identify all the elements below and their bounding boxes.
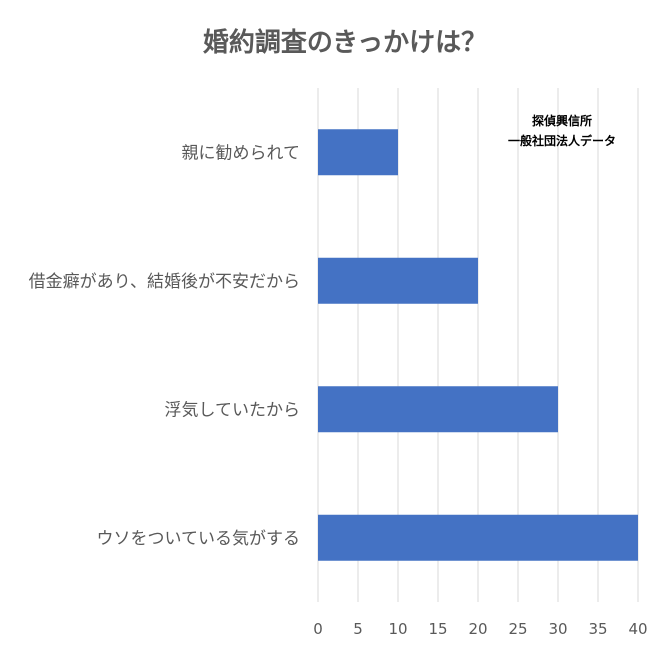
category-labels: 親に勧められて借金癖があり、結婚後が不安だから浮気していたからウソをついている気… bbox=[29, 143, 300, 549]
x-tick-label-35: 35 bbox=[588, 620, 607, 638]
x-tick-label-40: 40 bbox=[628, 620, 647, 638]
bar-2 bbox=[318, 257, 478, 304]
chart-title: 婚約調査のきっかけは？ bbox=[203, 27, 487, 58]
bar-1 bbox=[318, 129, 398, 176]
category-label-4: ウソをついている気がする bbox=[97, 529, 301, 549]
x-tick-label-20: 20 bbox=[468, 620, 487, 638]
source-annotation-line-1: 探偵興信所 bbox=[532, 113, 592, 128]
category-label-1: 親に勧められて bbox=[182, 143, 301, 163]
x-axis-tick-labels: 0 5 10 15 20 25 30 35 40 bbox=[313, 620, 647, 638]
x-tick-label-30: 30 bbox=[548, 620, 567, 638]
bar-4 bbox=[318, 514, 638, 561]
category-label-2: 借金癖があり、結婚後が不安だから bbox=[29, 272, 300, 292]
bars bbox=[318, 129, 638, 561]
source-annotation-line-2: 一般社団法人データ bbox=[508, 133, 616, 148]
x-tick-label-10: 10 bbox=[388, 620, 407, 638]
category-label-3: 浮気していたから bbox=[165, 400, 301, 420]
bar-3 bbox=[318, 386, 558, 433]
x-tick-label-0: 0 bbox=[313, 620, 323, 638]
x-tick-label-5: 5 bbox=[353, 620, 363, 638]
x-tick-label-15: 15 bbox=[428, 620, 447, 638]
x-tick-label-25: 25 bbox=[508, 620, 527, 638]
